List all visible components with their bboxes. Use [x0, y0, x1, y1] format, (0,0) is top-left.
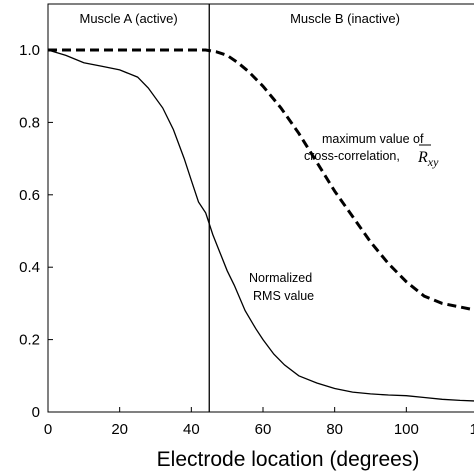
series-line-normalized-rms: [47, 49, 474, 402]
x-tick-label: 20: [111, 421, 128, 438]
annotation-rxy-symbol: Rxy: [417, 149, 439, 169]
x-tick-label: 60: [255, 421, 272, 438]
plot-frame: [47, 3, 474, 413]
annotation-rms-line1: Normalized: [249, 271, 312, 285]
x-axis-title: Electrode location (degrees): [157, 448, 420, 471]
annotation-rms-line2: RMS value: [253, 289, 314, 303]
y-tick-label: 0.6: [19, 187, 40, 204]
region-label-muscle-a: Muscle A (active): [79, 11, 177, 26]
region-label-muscle-b: Muscle B (inactive): [290, 11, 400, 26]
y-tick-label: 1.0: [19, 42, 40, 59]
y-axis-ticks: 0 0.2 0.4 0.6 0.8 1.0: [19, 42, 53, 421]
y-tick-label: 0.2: [19, 332, 40, 349]
annotation-rxy-subscript: xy: [427, 155, 439, 169]
series-line-max-cross-correlation: [48, 48, 474, 312]
x-tick-label: 0: [44, 421, 52, 438]
annotation-xcorr-line1: maximum value of: [322, 132, 424, 146]
y-tick-label: 0.8: [19, 114, 40, 131]
annotation-rxy-r: R: [417, 149, 428, 166]
x-axis-ticks: 0 20 40 60 80 100 12: [44, 407, 474, 438]
x-tick-label: 12: [470, 421, 474, 438]
x-tick-label: 100: [394, 421, 419, 438]
y-tick-label: 0.4: [19, 259, 40, 276]
x-tick-label: 80: [326, 421, 343, 438]
annotation-xcorr-line2: cross-correlation,: [304, 149, 400, 163]
y-tick-label: 0: [32, 404, 40, 421]
x-tick-label: 40: [183, 421, 200, 438]
